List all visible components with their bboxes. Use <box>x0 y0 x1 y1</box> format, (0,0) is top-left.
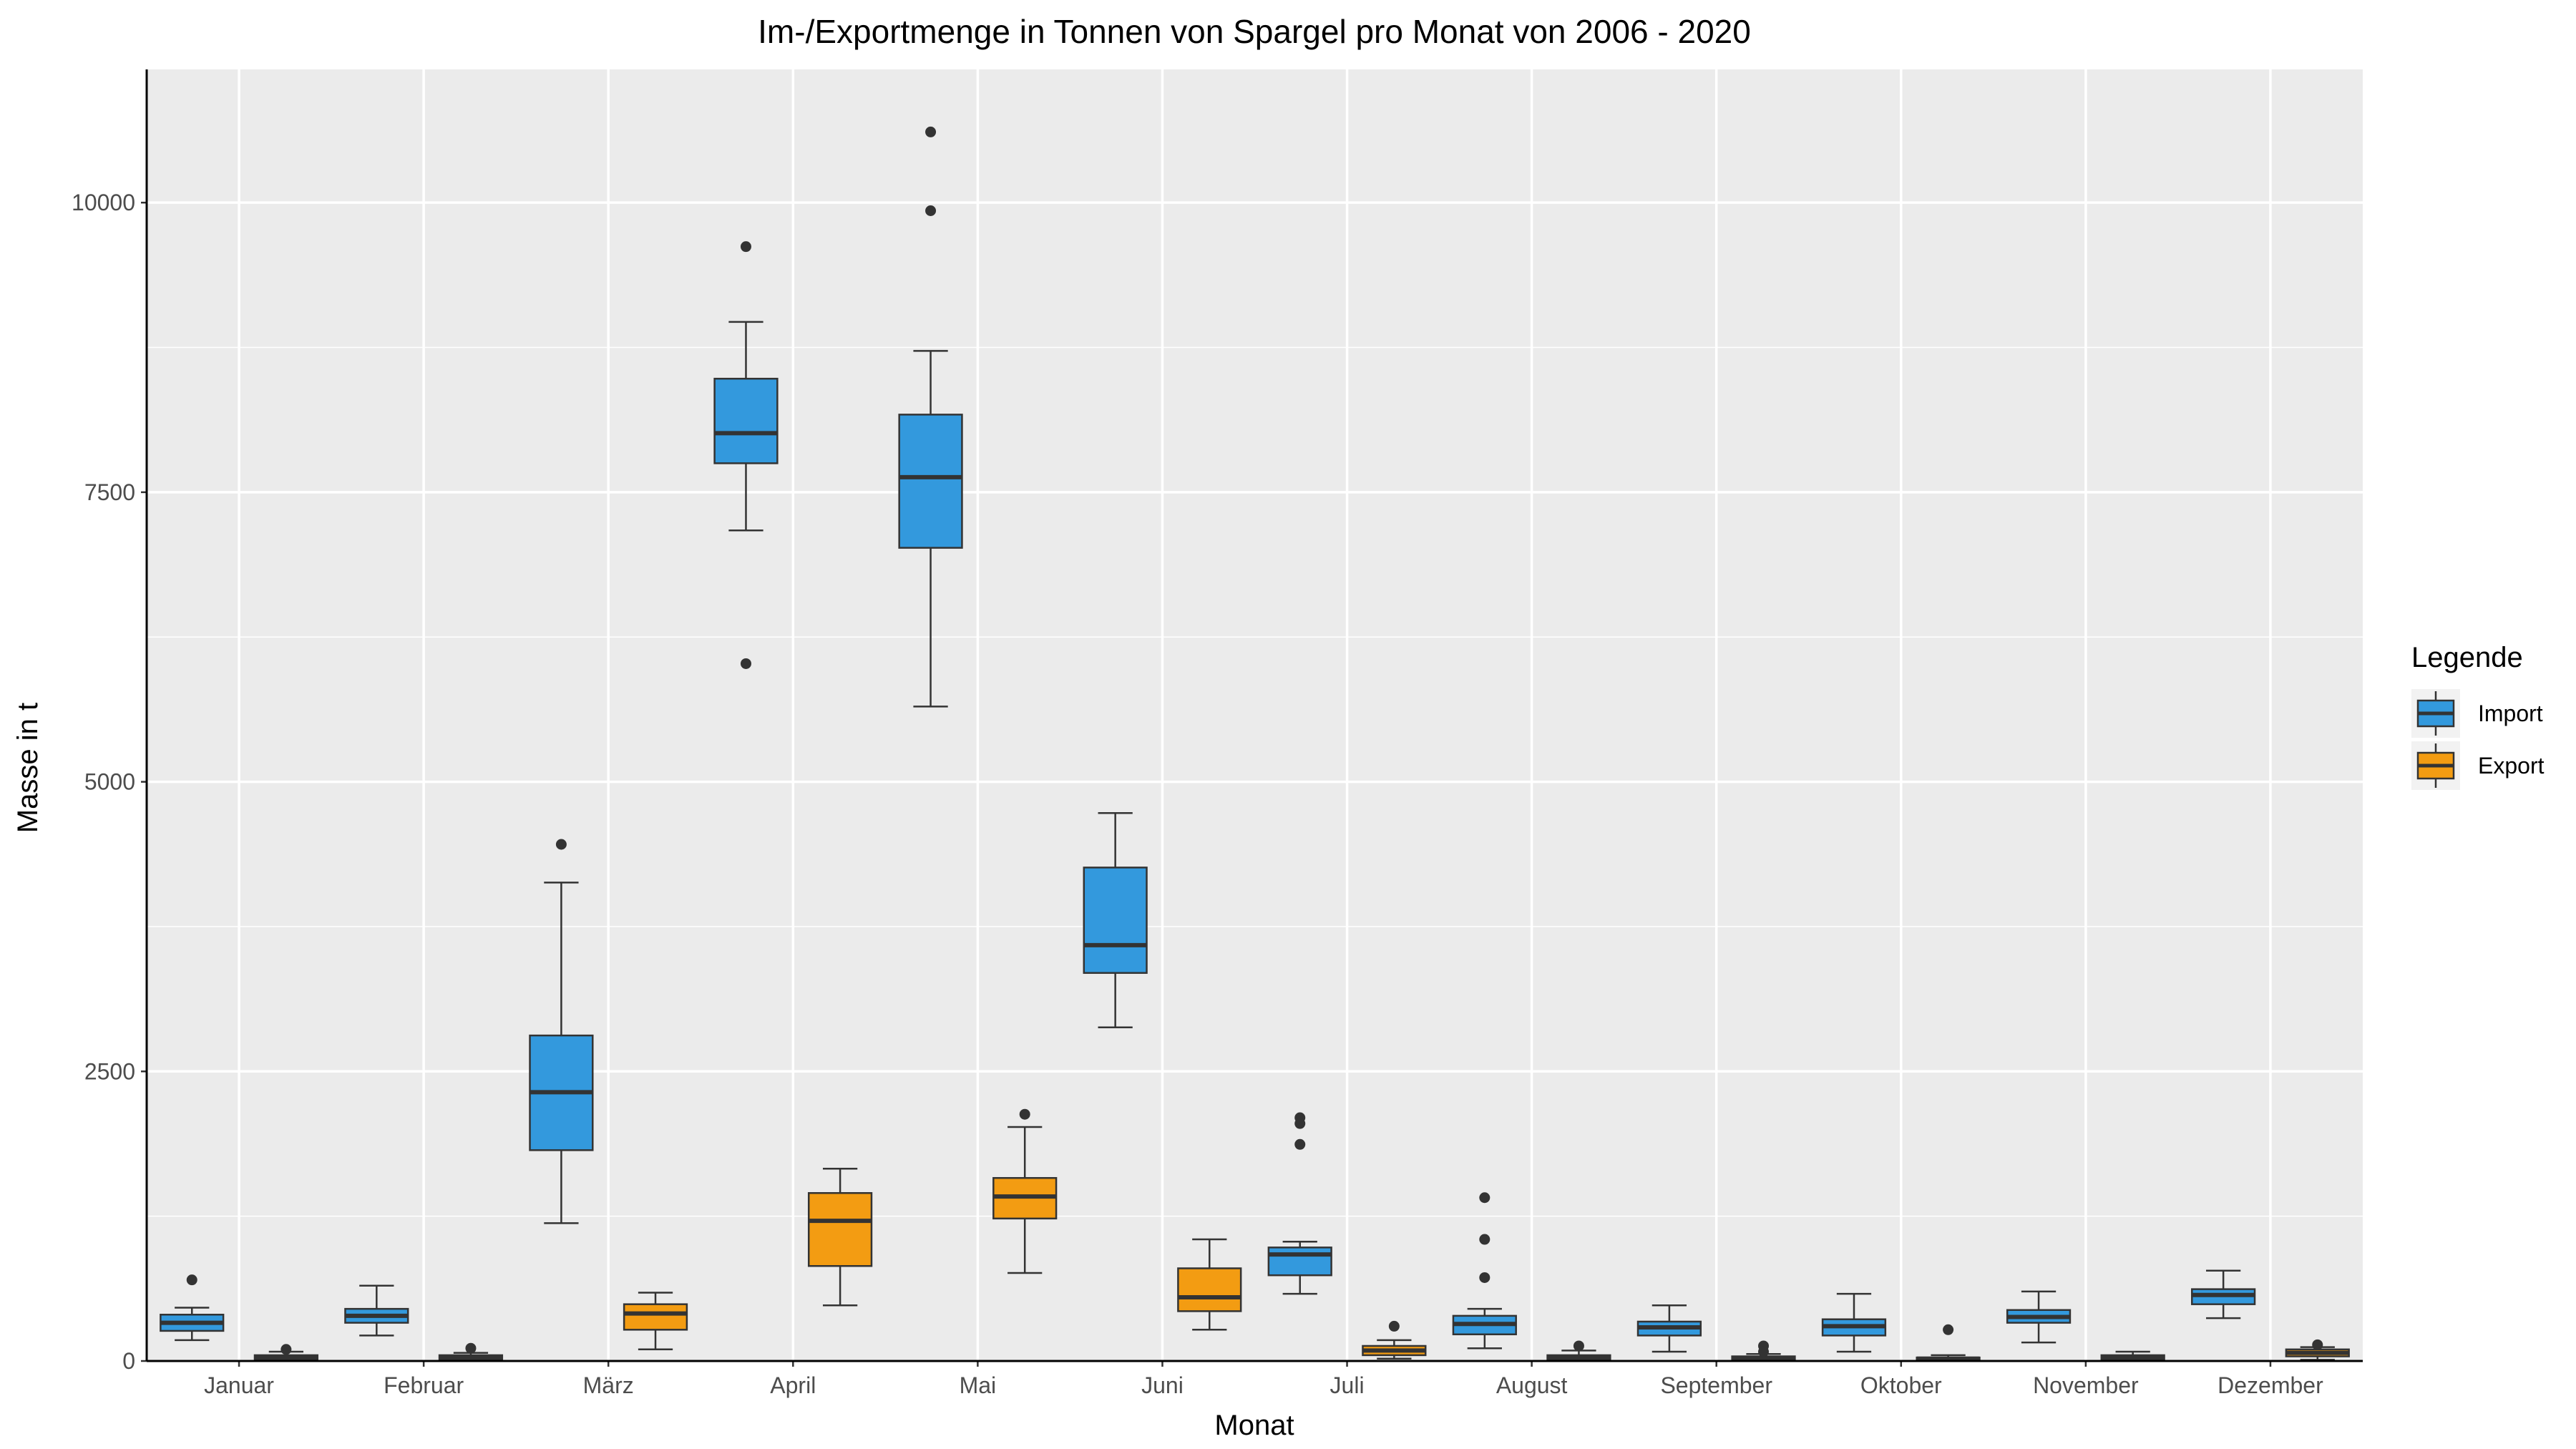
y-tick-label: 5000 <box>84 769 135 795</box>
box-import <box>2191 1269 2256 1319</box>
box-export <box>2285 1339 2350 1361</box>
legend-label: Export <box>2478 753 2545 779</box>
legend-title: Legende <box>2411 642 2523 673</box>
outlier-point <box>280 1344 292 1355</box>
box-export <box>992 1108 1058 1274</box>
x-tick-label: Mai <box>960 1372 997 1398</box>
box-iqr <box>713 377 779 464</box>
box-iqr <box>898 414 963 549</box>
x-tick-label: Dezember <box>2218 1372 2323 1398</box>
box-export <box>1177 1238 1242 1331</box>
box-iqr <box>1083 867 1148 974</box>
box-export <box>1916 1324 1981 1362</box>
legend-item-export: Export <box>2411 741 2545 790</box>
plot-background <box>147 69 2363 1361</box>
outlier-point <box>740 658 751 669</box>
box-import <box>1083 812 1148 1029</box>
box-iqr <box>1267 1246 1332 1277</box>
plot-area: 0 2500 5000 7500 10000 Januar Februar März April… <box>72 69 2363 1398</box>
outlier-point <box>1943 1324 1954 1335</box>
box-iqr <box>807 1192 873 1267</box>
x-tick-label: Januar <box>204 1372 274 1398</box>
x-tick-label: August <box>1496 1372 1568 1398</box>
legend-label: Import <box>2478 701 2543 726</box>
x-tick-label: September <box>1660 1372 1772 1398</box>
box-import <box>713 241 779 669</box>
box-import <box>1636 1304 1702 1353</box>
outlier-point <box>186 1274 197 1286</box>
box-import <box>2006 1290 2072 1344</box>
x-tick-label: November <box>2033 1372 2139 1398</box>
outlier-point <box>1479 1272 1491 1283</box>
x-tick-label: Februar <box>384 1372 464 1398</box>
x-axis-title: Monat <box>1214 1410 1294 1441</box>
outlier-point <box>1019 1108 1030 1120</box>
outlier-point <box>1479 1234 1491 1245</box>
y-tick-label: 2500 <box>84 1058 135 1084</box>
box-import <box>529 839 594 1224</box>
outlier-point <box>1479 1192 1491 1204</box>
box-export <box>623 1292 688 1351</box>
x-tick-label: April <box>770 1372 816 1398</box>
box-import <box>1267 1112 1332 1295</box>
x-tick-label: Juli <box>1330 1372 1365 1398</box>
x-tick-label: Juni <box>1141 1372 1184 1398</box>
box-iqr <box>1177 1267 1242 1312</box>
y-axis-title: Masse in t <box>12 703 44 833</box>
box-import <box>1452 1192 1517 1350</box>
outlier-point <box>1758 1346 1770 1357</box>
outlier-point <box>555 839 567 850</box>
outlier-point <box>925 126 937 137</box>
outlier-point <box>1388 1320 1400 1332</box>
box-import <box>1821 1292 1887 1353</box>
outlier-point <box>2312 1339 2323 1350</box>
box-iqr <box>623 1303 688 1331</box>
y-tick-label: 0 <box>122 1348 135 1374</box>
outlier-point <box>925 205 937 216</box>
box-export <box>1546 1340 1611 1362</box>
outlier-point <box>1294 1138 1306 1150</box>
legend-item-import: Import <box>2411 689 2543 738</box>
box-import <box>344 1284 409 1337</box>
outlier-point <box>740 241 751 253</box>
legend: Legende Import Export <box>2411 642 2545 790</box>
y-tick-label: 10000 <box>72 190 135 215</box>
y-tick-label: 7500 <box>84 479 135 505</box>
box-import <box>160 1274 225 1342</box>
outlier-point <box>1573 1340 1584 1352</box>
outlier-point <box>465 1342 477 1354</box>
outlier-point <box>1294 1118 1306 1129</box>
chart-title: Im-/Exportmenge in Tonnen von Spargel pr… <box>758 13 1751 50</box>
box-export <box>807 1168 873 1307</box>
x-tick-label: Oktober <box>1860 1372 1942 1398</box>
box-export <box>1362 1320 1427 1360</box>
x-tick-label: März <box>583 1372 634 1398</box>
box-import <box>898 126 963 708</box>
